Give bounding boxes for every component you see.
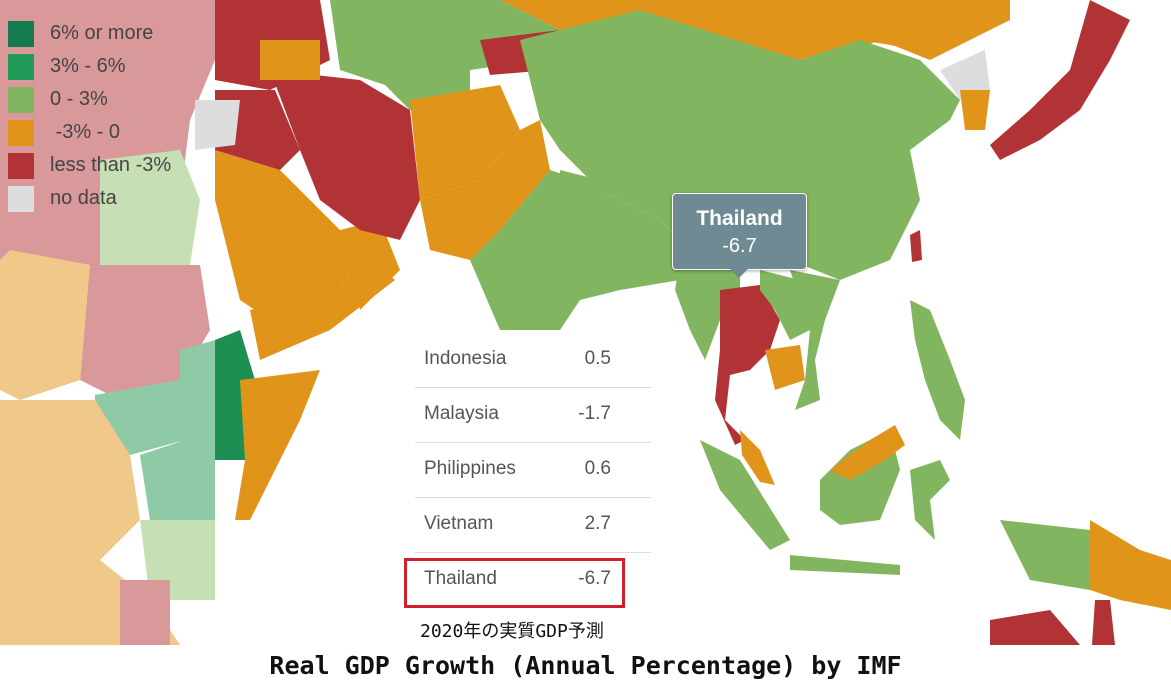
legend-label: 0 - 3% [50, 88, 108, 110]
taiwan-region[interactable] [910, 230, 922, 262]
japan-region[interactable] [990, 0, 1130, 160]
table-row: Malaysia -1.7 [415, 387, 651, 443]
swatch-less-than-neg3 [8, 152, 34, 179]
table-value: 0.5 [584, 348, 611, 369]
cambodia-region[interactable] [765, 345, 805, 390]
chad-region[interactable] [0, 250, 90, 400]
sulawesi-region[interactable] [910, 460, 950, 540]
table-country: Malaysia [424, 403, 499, 424]
legend-item-0-to-3[interactable]: 0 - 3% [8, 83, 171, 116]
table-row-highlighted: Thailand -6.7 [415, 552, 651, 607]
legend-item-3-to-6[interactable]: 3% - 6% [8, 50, 171, 83]
sumatra-region[interactable] [700, 440, 790, 550]
country-tooltip: Thailand -6.7 [672, 193, 807, 278]
legend-label: no data [50, 187, 117, 209]
highlight-box [404, 558, 625, 608]
malaysia-peninsula-region[interactable] [740, 430, 775, 485]
north-korea-region[interactable] [940, 50, 990, 100]
libya-region[interactable] [0, 160, 100, 260]
table-value: 2.7 [584, 513, 611, 534]
legend-label: less than -3% [50, 154, 172, 176]
mozambique-region[interactable] [120, 580, 170, 645]
swatch-0-to-3 [8, 86, 34, 113]
australia-east-region[interactable] [1092, 600, 1115, 645]
central-africa-region[interactable] [0, 400, 140, 560]
legend-item-less-than-neg3[interactable]: less than -3% [8, 149, 171, 182]
swatch-6-or-more [8, 20, 34, 47]
caption: Real GDP Growth (Annual Percentage) by I… [269, 651, 902, 680]
table-value: -6.7 [578, 568, 611, 589]
caucasus-region[interactable] [260, 40, 320, 80]
pakistan-region[interactable] [420, 120, 550, 260]
vietnam-region[interactable] [790, 270, 840, 410]
india-region[interactable] [470, 170, 700, 330]
table-value: 0.6 [584, 458, 611, 479]
thailand-region[interactable] [715, 285, 780, 445]
table-country: Thailand [424, 568, 497, 589]
table-country: Vietnam [424, 513, 494, 534]
syria-region[interactable] [195, 100, 240, 150]
table-row: Philippines 0.6 [415, 442, 651, 498]
asia-growth-map [0, 0, 1171, 645]
swatch-3-to-6 [8, 53, 34, 80]
table-country: Indonesia [424, 348, 507, 369]
saudi-arabia-region[interactable] [215, 150, 360, 320]
legend-label: 6% or more [50, 22, 154, 44]
south-korea-region[interactable] [960, 90, 990, 130]
swatch-neg3-to-0 [8, 119, 34, 146]
uganda-kenya-region[interactable] [140, 440, 215, 520]
legend-item-no-data[interactable]: no data [8, 182, 171, 215]
philippines-region[interactable] [910, 300, 965, 440]
legend-item-6-or-more[interactable]: 6% or more [8, 17, 171, 50]
legend-label: 3% - 6% [50, 55, 126, 77]
legend-label: -3% - 0 [50, 121, 121, 143]
china-region[interactable] [520, 10, 960, 280]
australia-region[interactable] [990, 610, 1080, 645]
legend: 6% or more 3% - 6% 0 - 3% -3% - 0 less t… [8, 17, 171, 215]
afghanistan-region[interactable] [410, 85, 520, 200]
oman-region[interactable] [340, 220, 400, 310]
table-row: Indonesia 0.5 [415, 332, 651, 388]
table-row: Vietnam 2.7 [415, 497, 651, 553]
sub-caption: 2020年の実質GDP予測 [420, 621, 604, 642]
ethiopia-faded-region[interactable] [180, 340, 215, 460]
table-country: Philippines [424, 458, 516, 479]
malaysia-borneo-region[interactable] [830, 425, 905, 480]
java-region[interactable] [790, 555, 900, 575]
somalia-region[interactable] [235, 370, 320, 520]
nepal-region[interactable] [560, 170, 620, 195]
tooltip-country-value: -6.7 [722, 235, 757, 257]
iran-region[interactable] [270, 70, 420, 240]
papua-west-region[interactable] [1000, 520, 1090, 590]
table-value: -1.7 [578, 403, 611, 424]
papua-new-guinea-region[interactable] [1090, 520, 1171, 610]
swatch-no-data [8, 185, 34, 212]
tooltip-country-name: Thailand [696, 207, 783, 230]
myanmar-region[interactable] [675, 260, 740, 360]
egypt-region[interactable] [100, 150, 200, 265]
legend-item-neg3-to-0[interactable]: -3% - 0 [8, 116, 171, 149]
sudan-region[interactable] [80, 265, 210, 400]
